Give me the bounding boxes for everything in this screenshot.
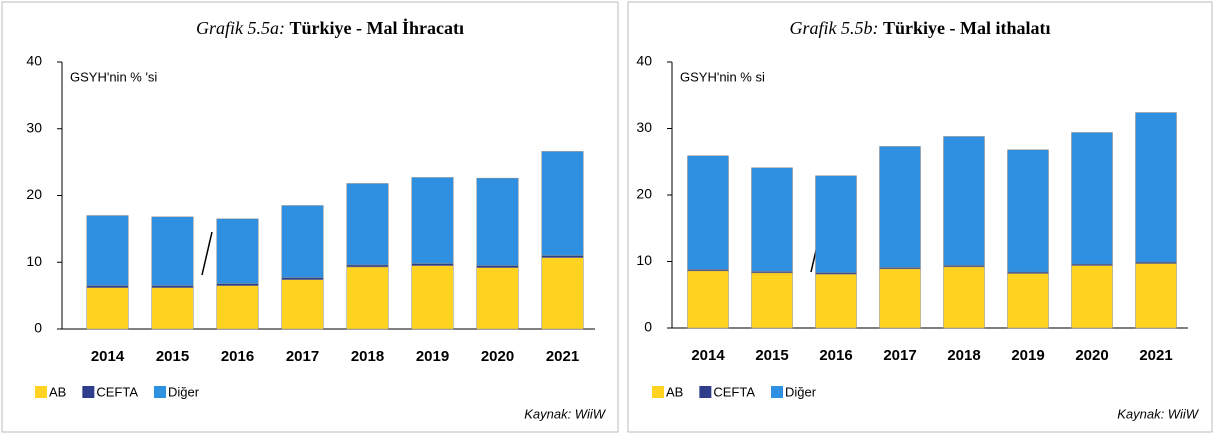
legend-label: AB [666, 384, 683, 399]
x-tick-label: 2015 [156, 348, 189, 365]
bar-segment [943, 266, 985, 329]
bar-segment [879, 146, 921, 268]
legend-swatch [771, 386, 783, 398]
bar-segment [281, 277, 324, 280]
x-tick-label: 2016 [221, 348, 254, 365]
legend-swatch [652, 386, 664, 398]
y-tick-label: 0 [34, 320, 42, 336]
y-tick-label: 40 [636, 53, 652, 69]
y-axis-label: GSYH'nin % si [680, 69, 765, 84]
legend-label: CEFTA [713, 384, 755, 399]
x-tick-label: 2021 [546, 348, 579, 365]
x-tick-label: 2017 [286, 348, 319, 365]
y-tick-label: 30 [636, 119, 652, 135]
bar-segment [751, 167, 793, 272]
bar-segment [411, 177, 454, 264]
bar-segment [1135, 112, 1177, 263]
title-label: Grafik 5.5b: [790, 18, 879, 38]
bar-segment [879, 268, 921, 329]
bar-segment [1071, 265, 1113, 329]
bar-segment [346, 266, 389, 330]
bar-segment [1135, 263, 1177, 329]
bar-segment [86, 215, 129, 286]
x-tick-label: 2020 [481, 348, 514, 365]
bar-segment [541, 151, 584, 256]
y-tick-label: 20 [636, 186, 652, 202]
x-tick-label: 2014 [691, 347, 725, 364]
bar-segment [815, 273, 857, 329]
bar-segment [1071, 132, 1113, 265]
legend-swatch [35, 386, 47, 398]
bar-segment [151, 285, 194, 288]
bar-segment [687, 270, 729, 329]
title-label: Grafik 5.5a: [196, 18, 285, 38]
y-axis-label: GSYH'nin % 'si [70, 69, 157, 84]
bar-segment [476, 265, 519, 268]
chart-title: Grafik 5.5a: Türkiye - Mal İhracatı [196, 18, 464, 38]
bar-segment [281, 279, 324, 330]
bar-segment [216, 218, 259, 284]
x-tick-label: 2019 [1011, 347, 1044, 364]
y-tick-label: 40 [26, 53, 42, 69]
x-tick-label: 2018 [351, 348, 384, 365]
bar-segment [86, 285, 129, 288]
bar-segment [151, 216, 194, 286]
y-tick-label: 30 [26, 119, 42, 135]
bar-segment [943, 136, 985, 266]
bar-segment [815, 175, 857, 274]
bar-segment [476, 267, 519, 330]
y-tick-label: 0 [644, 319, 652, 335]
bar-segment [541, 255, 584, 258]
bar-segment [86, 287, 129, 330]
bar-segment [411, 265, 454, 330]
x-tick-label: 2015 [755, 347, 788, 364]
title-text: Türkiye - Mal ithalatı [883, 18, 1051, 38]
legend-label: AB [49, 384, 66, 399]
x-tick-label: 2019 [416, 348, 449, 365]
legend-swatch [154, 386, 166, 398]
bar-segment [1007, 273, 1049, 329]
legend-label: CEFTA [96, 384, 138, 399]
x-tick-label: 2017 [883, 347, 916, 364]
source: Kaynak: WiiW [524, 406, 607, 421]
bar-segment [151, 287, 194, 330]
title-text: Türkiye - Mal İhracatı [290, 18, 464, 38]
bar-segment [281, 205, 324, 278]
bar-segment [346, 183, 389, 266]
break-mark [201, 231, 213, 276]
y-tick-label: 10 [26, 253, 42, 269]
bar-segment [541, 257, 584, 330]
legend-swatch [699, 386, 712, 398]
bar-segment [216, 285, 259, 330]
source: Kaynak: WiiW [1117, 406, 1200, 421]
bar-segment [687, 155, 729, 270]
bar-segment [216, 283, 259, 286]
x-tick-label: 2014 [91, 348, 125, 365]
x-tick-label: 2021 [1139, 347, 1172, 364]
x-tick-label: 2020 [1075, 347, 1108, 364]
legend-swatch [82, 386, 95, 398]
bar-segment [476, 177, 519, 266]
y-tick-label: 20 [26, 186, 42, 202]
legend-label: Diğer [168, 384, 200, 399]
bar-segment [751, 272, 793, 329]
bar-segment [411, 263, 454, 266]
x-tick-label: 2016 [819, 347, 852, 364]
panel-border [1, 1, 619, 433]
legend-label: Diğer [785, 384, 817, 399]
panel-border [627, 1, 1213, 433]
bar-segment [346, 264, 389, 268]
y-tick-label: 10 [636, 252, 652, 268]
chart-title: Grafik 5.5b: Türkiye - Mal ithalatı [790, 18, 1051, 38]
x-tick-label: 2018 [947, 347, 980, 364]
bar-segment [1007, 149, 1049, 273]
